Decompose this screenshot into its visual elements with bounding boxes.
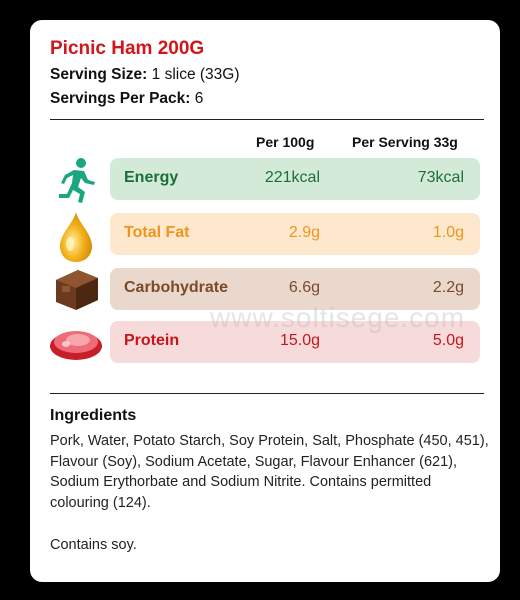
nutrient-name: Protein (124, 332, 180, 349)
value-per-100g: 221kcal (264, 169, 320, 186)
meat-icon (48, 320, 104, 370)
ingredients-title: Ingredients (50, 407, 137, 424)
protein-row: Protein 15.0g 5.0g (110, 321, 480, 363)
bread-icon (48, 266, 104, 316)
nutrient-name: Total Fat (124, 224, 190, 241)
runner-icon (48, 156, 104, 206)
value-per-serving: 5.0g (432, 332, 464, 349)
product-title: Picnic Ham 200G (50, 38, 205, 59)
carbohydrate-row: Carbohydrate 6.6g 2.2g (110, 268, 480, 310)
value-per-serving: 1.0g (432, 224, 464, 241)
serving-size-label: Serving Size: (50, 66, 148, 83)
servings-label: Servings Per Pack: (50, 90, 191, 107)
watermark: www.soltisege.com (210, 302, 466, 333)
col-header-per-serving: Per Serving 33g (352, 134, 458, 150)
value-per-100g: 15.0g (279, 332, 320, 349)
oil-drop-icon (48, 208, 104, 262)
serving-size-value: 1 slice (33G) (151, 66, 240, 83)
nutrient-name: Energy (124, 169, 179, 186)
serving-size: Serving Size: 1 slice (33G) (50, 66, 240, 84)
value-per-serving: 2.2g (432, 279, 464, 296)
top-divider (50, 119, 484, 120)
bottom-divider (50, 393, 484, 394)
col-header-per-100g: Per 100g (256, 134, 315, 150)
energy-row: Energy 221kcal 73kcal (110, 158, 480, 200)
value-per-100g: 2.9g (288, 224, 320, 241)
value-per-serving: 73kcal (417, 169, 464, 186)
value-per-100g: 6.6g (288, 279, 320, 296)
servings-value: 6 (194, 90, 204, 107)
ingredients-text: Pork, Water, Potato Starch, Soy Protein,… (50, 433, 489, 511)
total-fat-row: Total Fat 2.9g 1.0g (110, 213, 480, 255)
nutrition-card: Picnic Ham 200G Serving Size: 1 slice (3… (30, 20, 500, 582)
servings-per-pack: Servings Per Pack: 6 (50, 90, 203, 108)
nutrient-name: Carbohydrate (124, 279, 229, 296)
allergen-statement: Contains soy. (50, 537, 137, 553)
